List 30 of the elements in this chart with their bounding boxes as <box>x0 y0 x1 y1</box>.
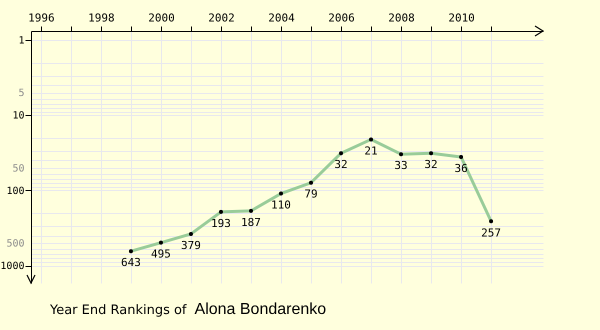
text: Alona Bondarenko <box>194 301 326 318</box>
x-tick-label: 2010 <box>448 12 475 24</box>
data-label: 643 <box>121 256 141 270</box>
data-label: 33 <box>394 159 408 172</box>
data-label: 379 <box>181 238 201 252</box>
y-tick-label: 500 <box>6 238 24 250</box>
data-label: 32 <box>334 158 348 172</box>
y-tick-label: 1 <box>18 35 24 46</box>
data-label: 32 <box>424 158 438 172</box>
y-tick-label: 50 <box>12 163 24 174</box>
x-tick-label: 2004 <box>268 12 296 24</box>
y-tick-label: 100 <box>6 186 24 197</box>
x-tick-label: 2002 <box>208 12 235 24</box>
data-label: 257 <box>481 226 502 240</box>
x-tick-label: 2006 <box>328 12 355 24</box>
y-tick-label: 10 <box>12 110 24 122</box>
y-tick-label: 5 <box>18 88 24 100</box>
data-label: 79 <box>304 188 318 201</box>
y-tick-label: 1000 <box>0 261 24 272</box>
text: Year End Rankings of <box>50 303 187 318</box>
data-label: 36 <box>454 162 468 176</box>
data-label: 187 <box>241 216 261 229</box>
data-label: 193 <box>211 216 231 230</box>
data-label: 495 <box>151 248 171 261</box>
x-tick-label: 1996 <box>28 12 55 24</box>
x-tick-label: 1998 <box>88 12 115 24</box>
x-tick-label: 2008 <box>388 12 415 24</box>
x-tick-label: 2000 <box>148 12 175 24</box>
data-label: 21 <box>364 144 378 158</box>
data-label: 110 <box>271 198 291 212</box>
